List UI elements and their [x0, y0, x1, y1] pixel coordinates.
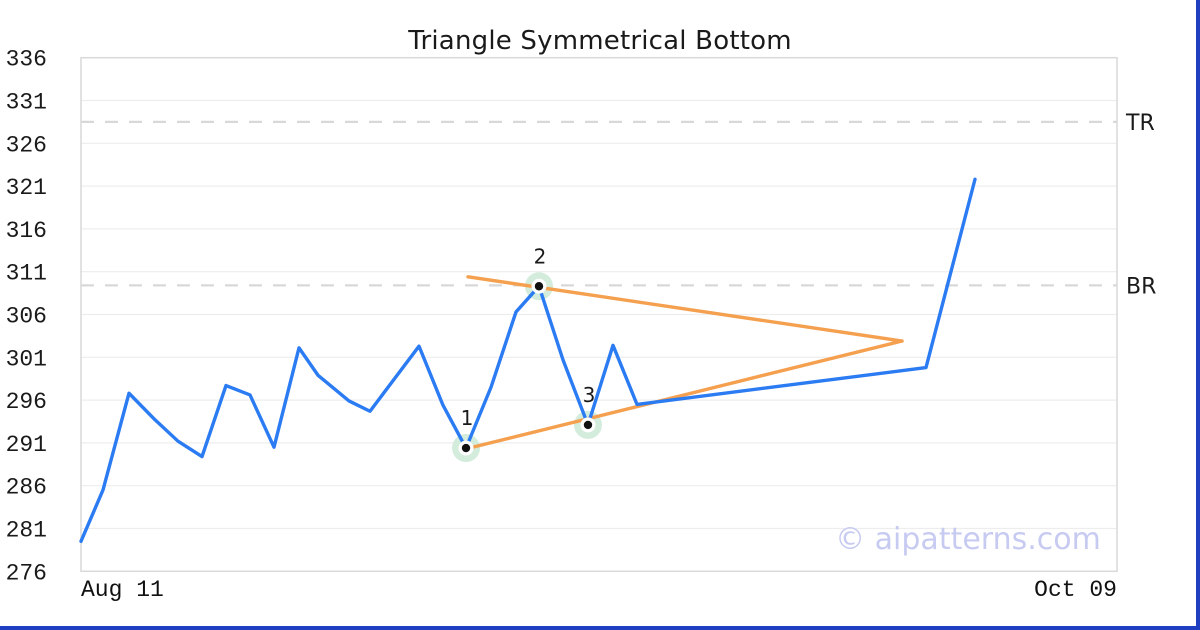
- y-tick-label: 306: [6, 304, 47, 330]
- y-tick-label: 321: [6, 175, 47, 201]
- pattern-point-dot: [583, 420, 593, 430]
- y-tick-label: 276: [6, 560, 47, 586]
- pattern-point-label: 2: [534, 244, 547, 268]
- chart-title: Triangle Symmetrical Bottom: [408, 26, 792, 56]
- x-axis-label-start: Aug 11: [81, 577, 164, 603]
- y-tick-label: 296: [6, 389, 47, 415]
- y-tick-label: 331: [6, 90, 47, 116]
- y-tick-label: 316: [6, 218, 47, 244]
- level-label-tr: TR: [1125, 111, 1155, 136]
- y-tick-label: 286: [6, 475, 47, 501]
- y-tick-label: 311: [6, 261, 47, 287]
- pattern-point-label: 3: [583, 383, 596, 407]
- watermark: © aipatterns.com: [835, 522, 1101, 557]
- frame-right-bar: [1196, 0, 1200, 630]
- trendline-lower: [464, 339, 904, 451]
- pattern-point-label: 1: [461, 406, 474, 430]
- pattern-point-dot: [534, 282, 544, 291]
- y-tick-label: 291: [6, 432, 47, 458]
- level-label-br: BR: [1126, 274, 1156, 299]
- x-axis-label-end: Oct 09: [1034, 577, 1117, 603]
- frame-bottom-bar: [0, 626, 1200, 630]
- y-tick-label: 336: [6, 47, 47, 73]
- y-tick-label: 301: [6, 346, 47, 372]
- y-tick-label: 326: [6, 132, 47, 158]
- y-tick-label: 281: [6, 518, 47, 544]
- plot-frame: [80, 56, 1118, 573]
- price-line: [79, 177, 977, 544]
- pattern-point-dot: [461, 443, 471, 453]
